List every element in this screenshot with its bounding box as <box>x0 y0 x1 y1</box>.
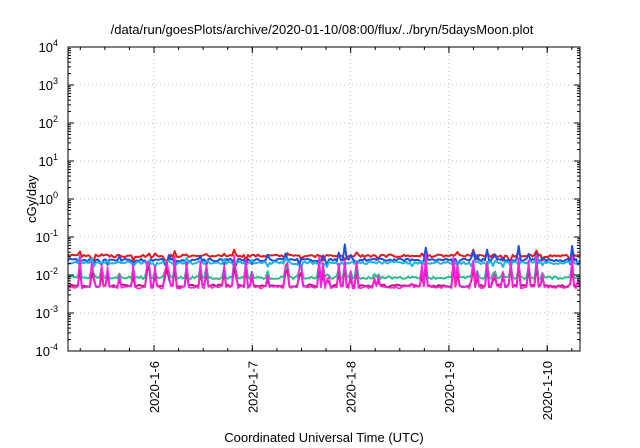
y-tick-label: 101 <box>39 152 58 169</box>
y-tick-label: 102 <box>39 114 58 131</box>
x-tick-label: 2020-1-10 <box>540 361 555 420</box>
x-tick-label: 2020-1-6 <box>147 361 162 413</box>
y-tick-label: 10-3 <box>36 304 58 321</box>
x-tick-label: 2020-1-9 <box>442 361 457 413</box>
x-tick-label: 2020-1-8 <box>344 361 359 413</box>
series-line <box>67 253 581 290</box>
grid <box>68 47 580 351</box>
x-axis: 2020-1-6 2020-1-7 2020-1-8 2020-1-9 2020-1-1… <box>79 47 573 420</box>
y-tick-label: 104 <box>39 38 58 55</box>
series-line <box>67 243 581 267</box>
x-tick-label: 2020-1-7 <box>245 361 260 413</box>
chart-title: /data/run/goesPlots/archive/2020-01-10/0… <box>111 22 534 37</box>
y-axis-label: cGy/day <box>24 175 39 223</box>
y-tick-label: 103 <box>39 76 58 93</box>
series-line <box>68 254 581 268</box>
y-tick-label: 10-4 <box>36 342 58 359</box>
y-tick-label: 10-1 <box>36 228 58 245</box>
y-tick-label: 100 <box>39 190 58 207</box>
series-group <box>67 243 581 290</box>
y-tick-label: 10-2 <box>36 266 58 283</box>
x-axis-label: Coordinated Universal Time (UTC) <box>224 430 423 445</box>
y-axis: 10-4 10-3 10-2 10-1 100 101 102 103 104 <box>36 38 580 359</box>
